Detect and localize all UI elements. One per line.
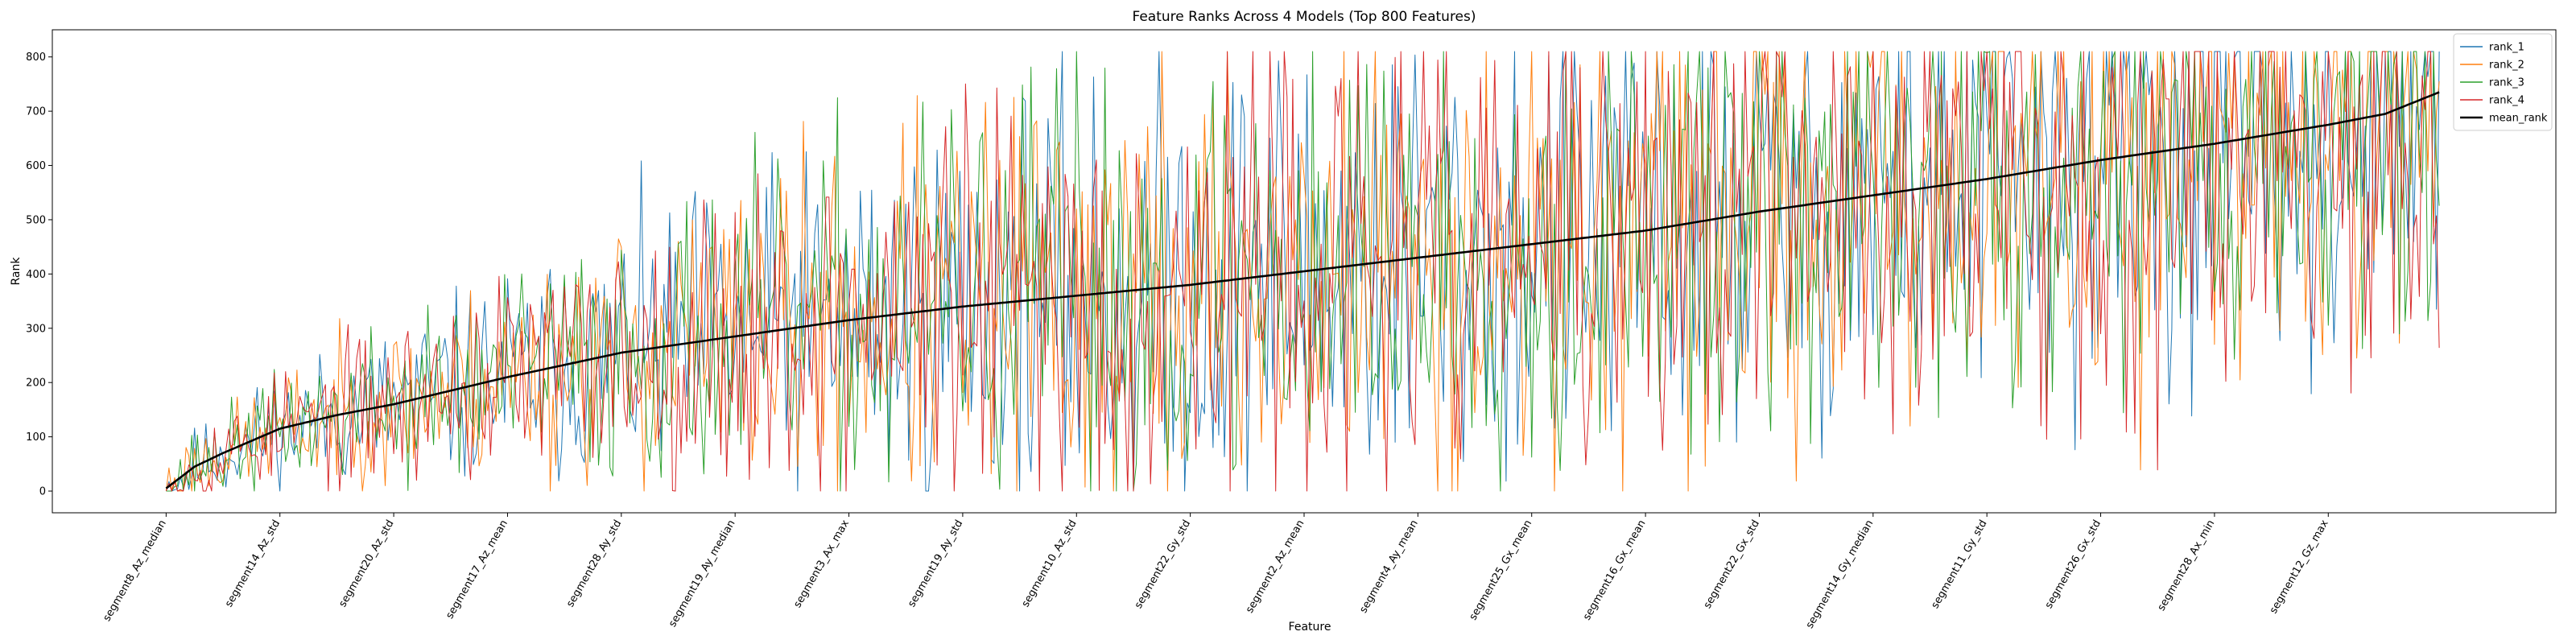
y-tick-label: 400 (26, 269, 46, 281)
chart-title: Feature Ranks Across 4 Models (Top 800 F… (1132, 9, 1476, 25)
y-axis: 0 100 200 300 400 500 600 700 800 (26, 52, 52, 498)
series-line-mean-rank (165, 91, 2440, 489)
y-tick-label: 300 (26, 323, 46, 335)
legend-label: mean_rank (2489, 113, 2548, 125)
legend-box (2453, 33, 2553, 131)
y-tick-label: 500 (26, 214, 46, 226)
legend-label: rank_4 (2489, 95, 2524, 107)
y-tick-label: 0 (39, 486, 46, 498)
y-axis-title: Rank (10, 257, 23, 286)
legend-label: rank_1 (2489, 42, 2524, 54)
series-layer (165, 51, 2440, 492)
series-line-rank-2 (165, 51, 2440, 492)
legend-label: rank_3 (2489, 77, 2524, 89)
y-tick-label: 700 (26, 106, 46, 118)
y-tick-label: 200 (26, 378, 46, 390)
legend-label: rank_2 (2489, 60, 2524, 72)
legend: rank_1 rank_2 rank_3 rank_4 mean_rank (2453, 33, 2553, 131)
y-tick-label: 100 (26, 431, 46, 444)
y-tick-label: 600 (26, 160, 46, 172)
series-line-rank-4 (165, 51, 2440, 492)
y-tick-label: 800 (26, 52, 46, 64)
x-axis-title: Feature (1289, 621, 1331, 634)
series-line-rank-3 (166, 51, 2440, 492)
